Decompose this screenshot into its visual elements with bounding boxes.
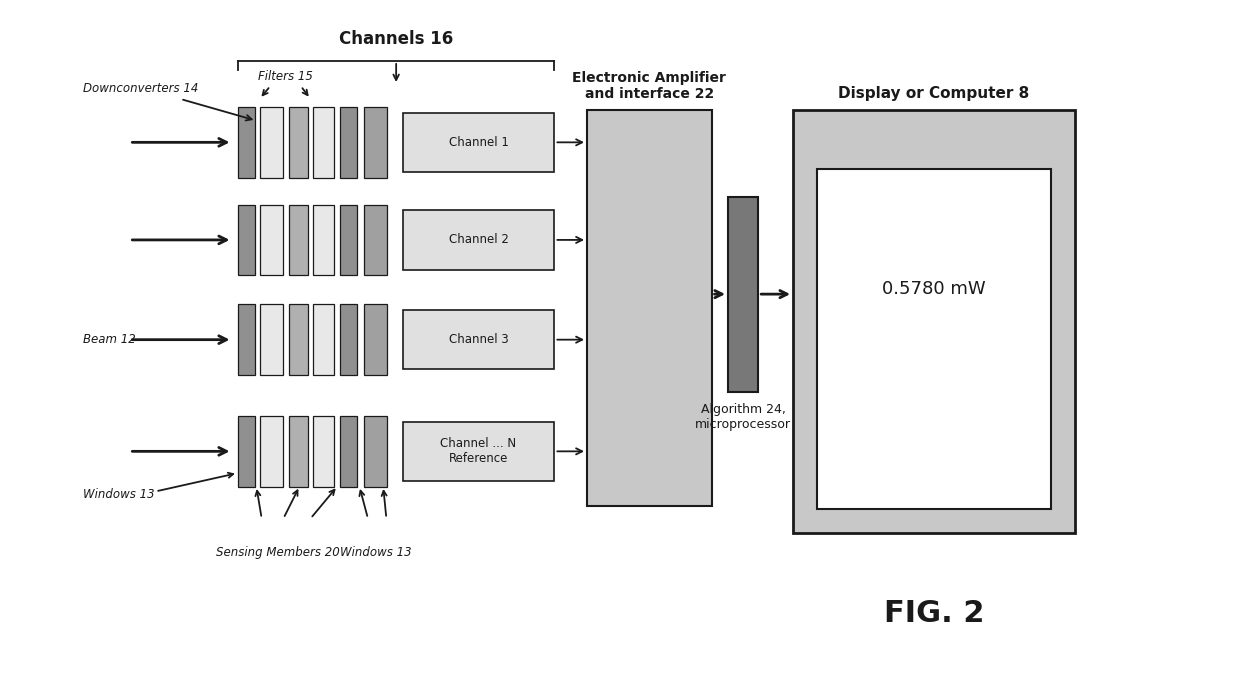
Text: Channel 1: Channel 1 [449, 136, 508, 149]
Bar [817, 169, 1051, 509]
Bar [312, 304, 335, 375]
Bar [363, 205, 388, 275]
Bar [403, 421, 554, 481]
Text: Channel ... N
Reference: Channel ... N Reference [441, 437, 517, 465]
Bar [289, 107, 309, 178]
Bar [238, 107, 255, 178]
Bar [339, 416, 357, 487]
Bar [259, 304, 284, 375]
Bar [793, 110, 1075, 533]
Bar [363, 107, 388, 178]
Text: Channel 3: Channel 3 [449, 333, 508, 346]
Text: Display or Computer 8: Display or Computer 8 [839, 86, 1030, 101]
Text: Windows 13: Windows 13 [83, 488, 155, 502]
Bar [312, 416, 335, 487]
Bar [312, 205, 335, 275]
Text: Downconverters 14: Downconverters 14 [83, 82, 198, 95]
Text: Channels 16: Channels 16 [339, 30, 453, 48]
Text: Beam 12: Beam 12 [83, 333, 135, 346]
Text: Sensing Members 20: Sensing Members 20 [216, 545, 339, 559]
Bar [729, 196, 758, 392]
Bar [289, 304, 309, 375]
Bar [289, 416, 309, 487]
Bar [363, 416, 388, 487]
Bar [403, 113, 554, 172]
Bar [339, 304, 357, 375]
Bar [238, 205, 255, 275]
Text: Electronic Amplifier
and interface 22: Electronic Amplifier and interface 22 [572, 71, 726, 101]
Bar [339, 205, 357, 275]
Bar [238, 416, 255, 487]
Bar [403, 310, 554, 369]
Text: Algorithm 24,
microprocessor: Algorithm 24, microprocessor [695, 402, 792, 431]
Bar [363, 304, 388, 375]
Text: Channel 2: Channel 2 [449, 234, 508, 246]
Bar [259, 416, 284, 487]
Bar [259, 107, 284, 178]
Text: 0.5780 mW: 0.5780 mW [882, 279, 986, 298]
Text: FIG. 2: FIG. 2 [883, 599, 984, 628]
Bar [238, 304, 255, 375]
Text: Windows 13: Windows 13 [339, 545, 411, 559]
Text: Filters 15: Filters 15 [258, 70, 313, 83]
Bar [587, 110, 711, 506]
Bar [259, 205, 284, 275]
Bar [403, 210, 554, 270]
Bar [312, 107, 335, 178]
Bar [339, 107, 357, 178]
Bar [289, 205, 309, 275]
